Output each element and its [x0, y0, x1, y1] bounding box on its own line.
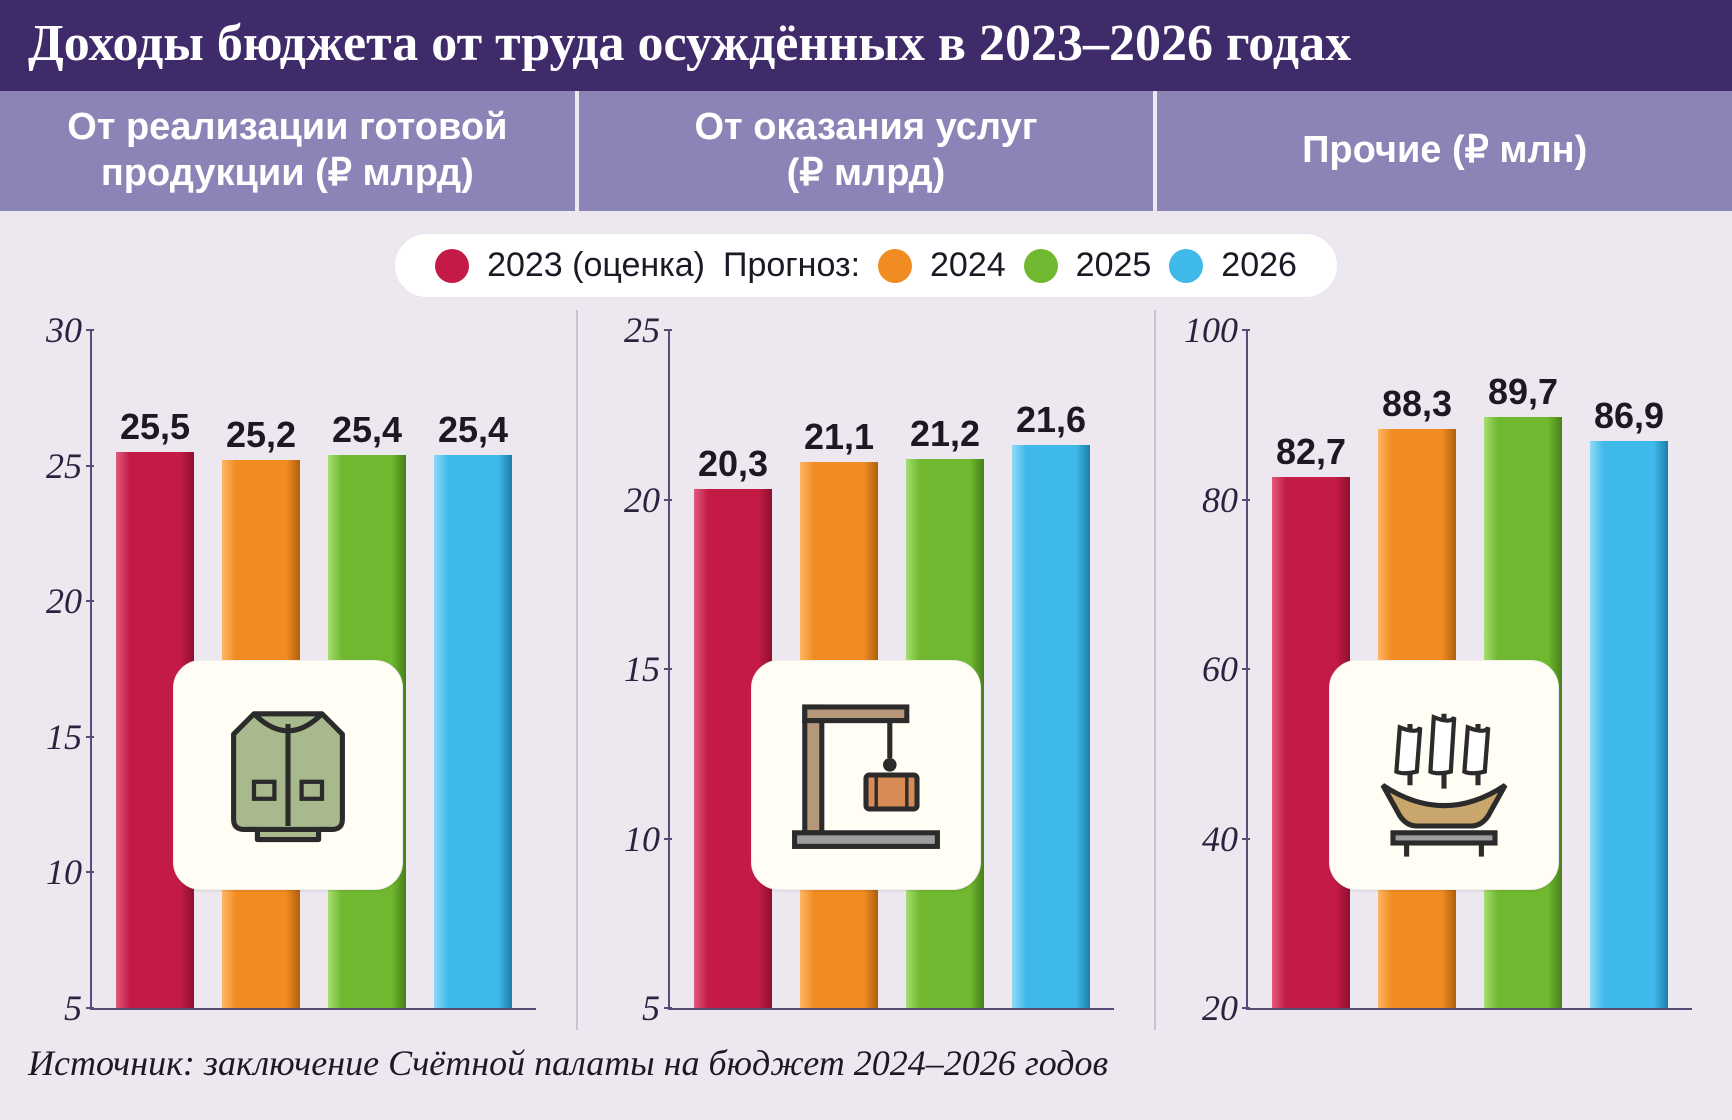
- ytick: 20: [600, 479, 660, 521]
- subheader-products: От реализации готовойпродукции (₽ млрд): [0, 91, 575, 211]
- bar: [1590, 441, 1668, 1008]
- ytick: 40: [1178, 818, 1238, 860]
- ytick: 15: [22, 716, 82, 758]
- legend-label-2026: 2026: [1221, 246, 1297, 285]
- legend-dot-2023: [435, 249, 469, 283]
- bar-other-y2026: 86,9: [1586, 330, 1672, 1008]
- bar: [1012, 445, 1090, 1008]
- ytick: 20: [1178, 987, 1238, 1029]
- ytick: 25: [600, 309, 660, 351]
- bar-value-label: 20,3: [698, 443, 768, 485]
- bar-value-label: 88,3: [1382, 383, 1452, 425]
- bar-value-label: 82,7: [1276, 431, 1346, 473]
- ytick: 100: [1178, 309, 1238, 351]
- legend-label-2024: 2024: [930, 246, 1006, 285]
- bar-value-label: 25,5: [120, 406, 190, 448]
- ytick: 25: [22, 445, 82, 487]
- ytick: 10: [600, 818, 660, 860]
- legend-label-2025: 2025: [1076, 246, 1152, 285]
- legend: 2023 (оценка) Прогноз: 2024 2025 2026: [394, 233, 1338, 298]
- bar-value-label: 25,4: [438, 409, 508, 451]
- ytick: 30: [22, 309, 82, 351]
- ytick: 60: [1178, 648, 1238, 690]
- ytick: 15: [600, 648, 660, 690]
- bar-products-y2026: 25,4: [430, 330, 516, 1008]
- legend-dot-2024: [878, 249, 912, 283]
- legend-dot-2025: [1024, 249, 1058, 283]
- bar-services-y2026: 21,6: [1008, 330, 1094, 1008]
- ytick: 10: [22, 851, 82, 893]
- bar-value-label: 86,9: [1594, 395, 1664, 437]
- ytick: 5: [600, 987, 660, 1029]
- legend-row: 2023 (оценка) Прогноз: 2024 2025 2026: [0, 211, 1732, 310]
- ytick: 5: [22, 987, 82, 1029]
- source-line: Источник: заключение Счётной палаты на б…: [0, 1030, 1732, 1084]
- chart-title: Доходы бюджета от труда осуждённых в 202…: [0, 0, 1732, 91]
- bar-value-label: 25,4: [332, 409, 402, 451]
- bar-value-label: 21,2: [910, 413, 980, 455]
- ytick: 20: [22, 580, 82, 622]
- legend-forecast-label: Прогноз:: [723, 246, 860, 285]
- panel-subheaders: От реализации готовойпродукции (₽ млрд) …: [0, 91, 1732, 211]
- subheader-other: Прочие (₽ млн): [1153, 91, 1732, 211]
- bar-value-label: 21,1: [804, 416, 874, 458]
- bar: [434, 455, 512, 1008]
- legend-dot-2026: [1169, 249, 1203, 283]
- bar-value-label: 89,7: [1488, 371, 1558, 413]
- crane-icon: [751, 660, 981, 890]
- bar-value-label: 25,2: [226, 414, 296, 456]
- subheader-services: От оказания услуг(₽ млрд): [575, 91, 1154, 211]
- jacket-icon: [173, 660, 403, 890]
- panel-services: 5 10 15 20 25 20,3 21,1 21,2 21,6: [576, 310, 1154, 1030]
- charts-row: 5 10 15 20 25 30 25,5 25,2 25,4 25,4 5 10 15 20 25 20,…: [0, 310, 1732, 1030]
- ship-icon: [1329, 660, 1559, 890]
- legend-label-2023: 2023 (оценка): [487, 246, 705, 285]
- panel-products: 5 10 15 20 25 30 25,5 25,2 25,4 25,4: [0, 310, 576, 1030]
- ytick: 80: [1178, 479, 1238, 521]
- bar-value-label: 21,6: [1016, 399, 1086, 441]
- panel-other: 20 40 60 80 100 82,7 88,3 89,7 86,9: [1154, 310, 1732, 1030]
